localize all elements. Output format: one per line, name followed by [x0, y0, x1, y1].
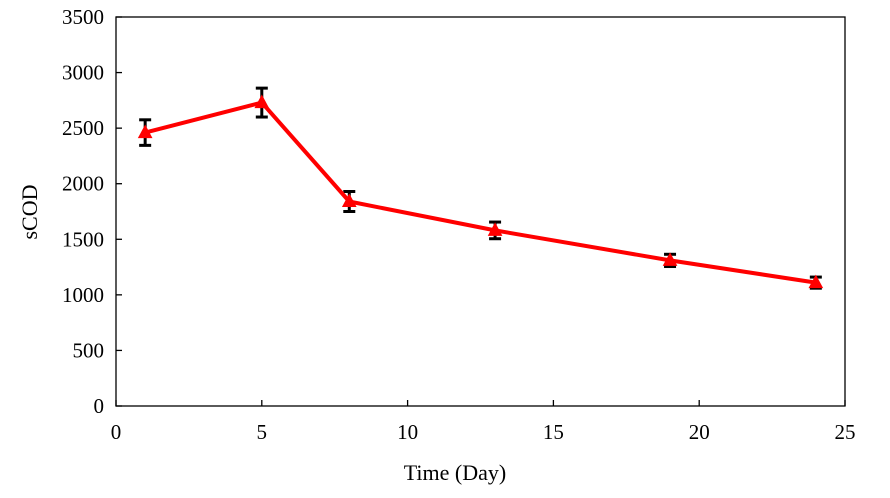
- series-line: [144, 100, 817, 285]
- y-tick-label: 1500: [62, 227, 104, 251]
- plot-frame: [115, 16, 846, 407]
- y-tick-label: 2000: [62, 172, 104, 196]
- x-tick-label: 20: [689, 420, 710, 444]
- data-point-triangle: [254, 94, 270, 109]
- y-tick-label: 500: [73, 338, 105, 362]
- y-tick-label: 3500: [62, 5, 104, 29]
- x-tick-label: 0: [111, 420, 122, 444]
- data-marks: [137, 86, 824, 290]
- data-point-triangle: [487, 222, 503, 236]
- x-tick-label: 25: [835, 420, 856, 444]
- y-tick-label: 0: [94, 394, 105, 418]
- y-tick-label: 3000: [62, 61, 104, 85]
- data-point-triangle: [808, 274, 824, 289]
- data-point-triangle: [137, 124, 153, 139]
- x-tick-label: 15: [543, 420, 564, 444]
- y-axis-label: sCOD: [17, 184, 42, 239]
- data-point-triangle: [341, 193, 357, 207]
- axes: 0 5 10 15 20 25 0 500 1000 1500 2000 2500 3000 3500: [62, 5, 856, 444]
- x-tick-label: 10: [397, 420, 418, 444]
- y-tick-label: 2500: [62, 116, 104, 140]
- y-tick-label: 1000: [62, 283, 104, 307]
- data-point-triangle: [662, 252, 678, 266]
- x-tick-label: 5: [257, 420, 268, 444]
- x-axis-label: Time (Day): [404, 460, 506, 485]
